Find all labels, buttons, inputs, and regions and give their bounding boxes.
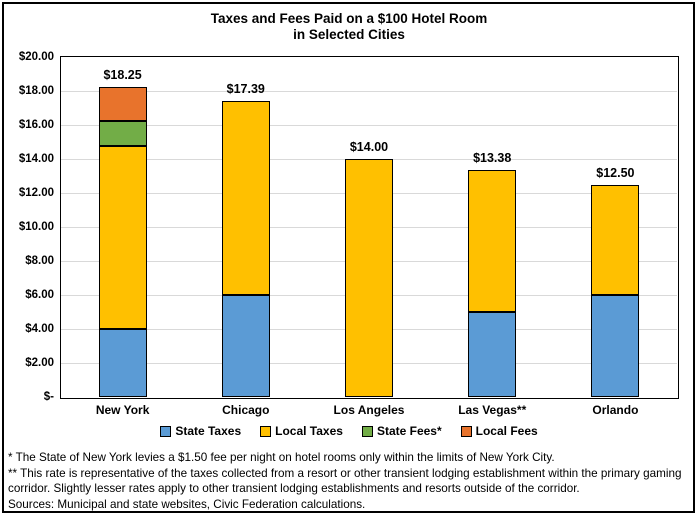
- legend-item-local-fees: Local Fees: [460, 424, 538, 438]
- legend: State Taxes Local Taxes State Fees* Local F…: [0, 424, 698, 438]
- footnotes: * The State of New York levies a $1.50 f…: [8, 450, 690, 512]
- legend-label-state-taxes: State Taxes: [175, 424, 242, 438]
- chart-title-line1: Taxes and Fees Paid on a $100 Hotel Room: [210, 11, 488, 26]
- footnote-new-york-fee: * The State of New York levies a $1.50 f…: [8, 451, 555, 464]
- legend-item-state-fees: State Fees*: [361, 424, 442, 438]
- bar-segment-chicago-state-taxes: [221, 295, 270, 397]
- y-axis-tick-6: $8.00: [25, 255, 54, 267]
- y-axis-tick-5: $10.00: [18, 221, 54, 233]
- bar-new-york: $18.25: [61, 57, 184, 397]
- y-axis-tick-9: $2.00: [25, 357, 54, 369]
- bar-segment-new-york-local-fees: [98, 86, 147, 121]
- bar-segment-chicago-local-taxes: [221, 101, 270, 295]
- bar-segment-las-vegas-state-taxes: [468, 312, 517, 397]
- bar-total-label-new-york: $18.25: [103, 67, 142, 82]
- legend-swatch-local-fees: [460, 425, 472, 437]
- bar-segment-las-vegas-local-taxes: [468, 169, 517, 312]
- x-axis-labels: New York Chicago Los Angeles Las Vegas** Orl…: [61, 403, 677, 417]
- bar-segment-los-angeles-local-taxes: [344, 159, 393, 397]
- x-axis-label-new-york: New York: [95, 403, 150, 417]
- bar-las-vegas: $13.38: [431, 57, 554, 397]
- bar-segment-new-york-local-taxes: [98, 146, 147, 329]
- legend-label-state-fees: State Fees*: [376, 424, 442, 438]
- x-axis-label-las-vegas: Las Vegas**: [458, 403, 527, 417]
- footnote-sources: Sources: Municipal and state websites, C…: [8, 497, 366, 511]
- legend-item-local-taxes: Local Taxes: [260, 424, 343, 438]
- x-axis-label-chicago: Chicago: [222, 403, 270, 417]
- y-axis-tick-10: $-: [43, 391, 54, 403]
- bar-los-angeles: $14.00: [307, 57, 430, 397]
- bar-segment-orlando-state-taxes: [591, 295, 640, 397]
- bar-total-label-las-vegas: $13.38: [473, 150, 512, 165]
- legend-swatch-local-taxes: [260, 425, 272, 437]
- legend-item-state-taxes: State Taxes: [160, 424, 241, 438]
- x-axis-label-orlando: Orlando: [592, 403, 639, 417]
- y-axis: $20.00 $18.00 $16.00 $14.00 $12.00 $10.00 $8.0…: [0, 51, 54, 403]
- chart-title: Taxes and Fees Paid on a $100 Hotel Room…: [0, 11, 698, 43]
- y-axis-tick-1: $18.00: [18, 85, 54, 97]
- legend-label-local-fees: Local Fees: [475, 424, 538, 438]
- y-axis-tick-4: $12.00: [18, 187, 54, 199]
- bar-segment-new-york-state-fees: [98, 120, 147, 147]
- y-axis-tick-0: $20.00: [18, 51, 54, 63]
- footnote-las-vegas-rate: ** This rate is representative of the ta…: [8, 466, 682, 496]
- gridline-16: [61, 125, 677, 126]
- bar-segment-new-york-state-taxes: [98, 329, 147, 397]
- gridline-18: [61, 91, 677, 92]
- bar-segment-orlando-local-taxes: [591, 184, 640, 295]
- legend-swatch-state-fees: [361, 425, 373, 437]
- y-axis-tick-7: $6.00: [25, 289, 54, 301]
- y-axis-tick-3: $14.00: [18, 153, 54, 165]
- bar-chicago: $17.39: [184, 57, 307, 397]
- legend-swatch-state-taxes: [160, 425, 172, 437]
- x-axis-label-los-angeles: Los Angeles: [333, 403, 405, 417]
- y-axis-tick-8: $4.00: [25, 323, 54, 335]
- y-axis-tick-2: $16.00: [18, 119, 54, 131]
- legend-label-local-taxes: Local Taxes: [275, 424, 343, 438]
- bar-total-label-chicago: $17.39: [226, 82, 265, 97]
- chart-title-line2: in Selected Cities: [293, 27, 405, 42]
- bar-total-label-los-angeles: $14.00: [349, 140, 389, 154]
- plot-area: $18.25 $17.39 $14.00 $13.38 $12.50: [59, 55, 679, 399]
- bar-orlando: $12.50: [554, 57, 677, 397]
- bar-total-label-orlando: $12.50: [596, 165, 635, 180]
